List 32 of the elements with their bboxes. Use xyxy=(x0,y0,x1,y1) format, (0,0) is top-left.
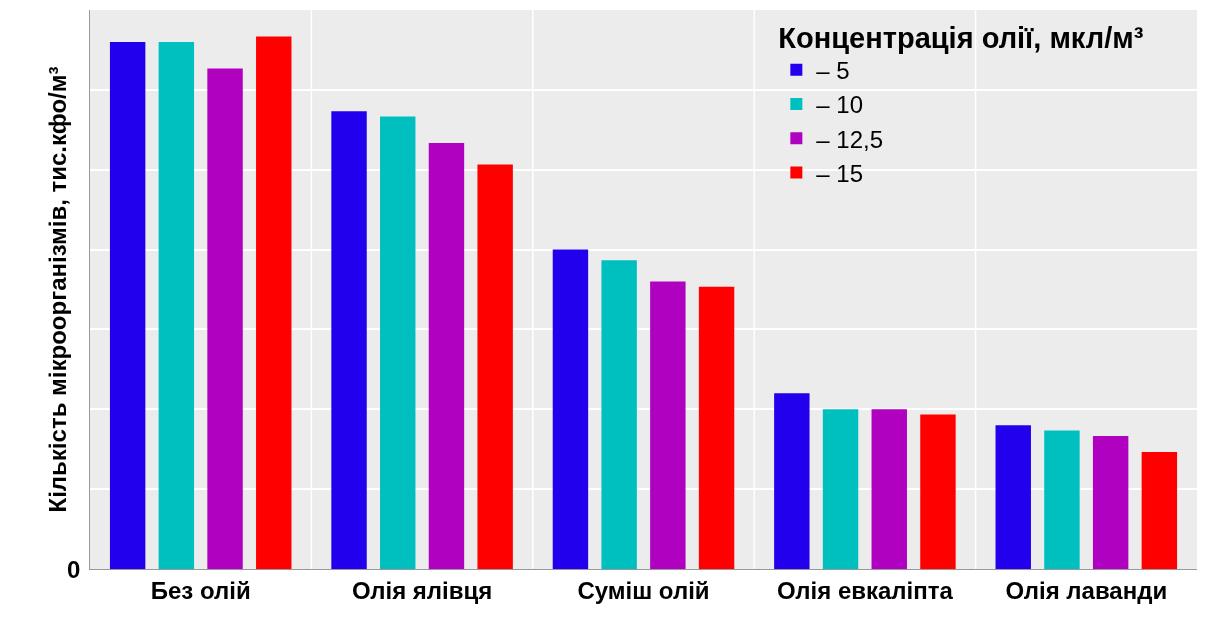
legend-label: – 15 xyxy=(816,159,864,187)
legend-label: – 12,5 xyxy=(816,125,884,153)
bar xyxy=(158,41,195,569)
bar xyxy=(552,249,589,569)
bar xyxy=(774,393,810,569)
bar xyxy=(995,425,1031,569)
x-tick-label: Суміш олій xyxy=(577,576,710,604)
bar xyxy=(1092,435,1129,569)
bar xyxy=(331,111,367,569)
bar xyxy=(1141,451,1178,569)
legend-label: – 5 xyxy=(816,57,850,85)
text: 0 xyxy=(67,556,81,583)
bar xyxy=(256,36,292,569)
bar xyxy=(109,41,146,569)
bar xyxy=(920,414,956,569)
y-axis-title: Кількість мікроорганізмів, тис.кфо/м³ xyxy=(44,66,72,513)
bar xyxy=(601,260,637,569)
bar xyxy=(207,68,243,569)
x-tick-label: Олія ялівця xyxy=(351,576,493,604)
bar xyxy=(1044,430,1080,569)
bar xyxy=(477,164,513,569)
bar xyxy=(650,281,686,569)
x-tick-label: Без олій xyxy=(150,576,251,604)
bar xyxy=(698,286,735,569)
legend-title: Концентрація олії, мкл/м³ xyxy=(778,21,1144,54)
bar xyxy=(871,409,907,569)
bar xyxy=(822,409,859,569)
x-tick-label: Олія евкаліпта xyxy=(776,576,954,604)
bar xyxy=(428,143,465,569)
x-tick-label: Олія лаванди xyxy=(1005,576,1168,604)
legend-label: – 10 xyxy=(816,91,864,119)
bar xyxy=(380,116,416,569)
